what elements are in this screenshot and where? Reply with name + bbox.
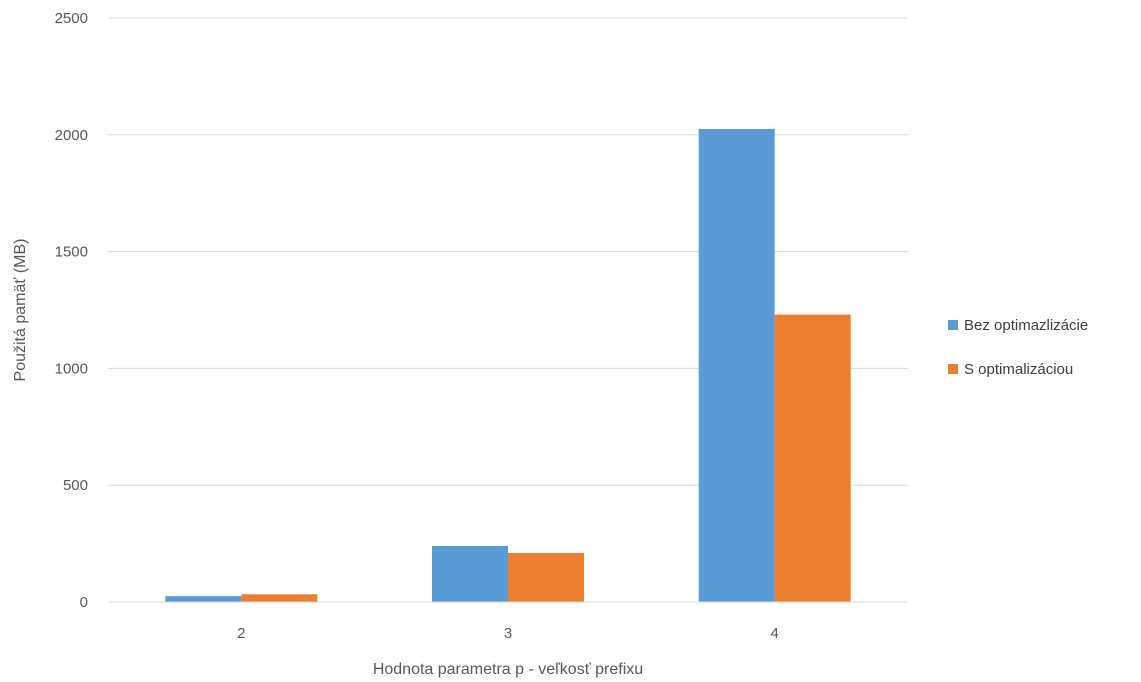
x-axis-tick-labels: 2 3 4 [237,625,779,642]
bar-bez-optimalizacie-2 [165,596,242,602]
y-tick-label: 0 [80,594,88,611]
legend-swatch [948,320,958,330]
y-tick-label: 1500 [55,244,88,261]
bar-s-optimalizaciou-3 [508,552,584,602]
x-tick-label: 3 [504,625,512,642]
bar-s-optimalizaciou-4 [774,314,851,602]
x-tick-label: 4 [770,625,778,642]
bar-series [165,128,851,602]
x-tick-label: 2 [237,625,245,642]
legend: Bez optimazlizácie S optimalizáciou [948,317,1088,378]
bar-bez-optimalizacie-4 [698,128,775,602]
legend-label: S optimalizáciou [964,361,1073,378]
legend-label: Bez optimazlizácie [964,317,1088,334]
bar-bez-optimalizacie-3 [432,545,508,602]
y-axis-tick-labels: 0 500 1000 1500 2000 2500 [55,10,88,611]
y-tick-label: 2500 [55,10,88,27]
y-tick-label: 2000 [55,127,88,144]
y-tick-label: 500 [63,477,88,494]
y-tick-label: 1000 [55,360,88,377]
bar-s-optimalizaciou-2 [241,594,318,602]
y-axis-title: Použitá pamäť (MB) [12,239,29,382]
x-axis-title: Hodnota parametra p - veľkosť prefixu [373,661,643,678]
legend-swatch [948,364,958,374]
